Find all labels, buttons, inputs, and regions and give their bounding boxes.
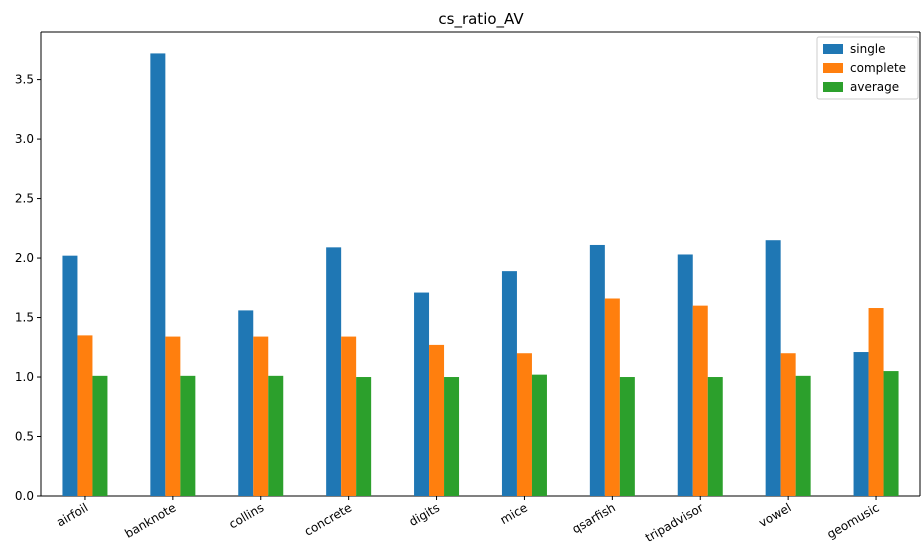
y-tick-label: 3.5 [15, 73, 34, 87]
y-tick-label: 1.5 [15, 311, 34, 325]
bar-complete-digits [429, 344, 445, 496]
y-tick-label: 2.5 [15, 192, 34, 206]
bar-average-geomusic [883, 371, 899, 496]
bar-average-vowel [795, 375, 811, 496]
y-tick-label: 0.5 [15, 430, 34, 444]
legend-swatch-complete [823, 63, 843, 73]
legend-swatch-average [823, 82, 843, 92]
bar-complete-banknote [165, 336, 181, 496]
x-tick-label: qsarfish [570, 500, 618, 536]
bar-complete-tripadvisor [692, 305, 708, 496]
bar-single-concrete [326, 247, 342, 496]
y-tick-label: 2.0 [15, 251, 34, 265]
x-axis: airfoil banknote collins concrete digits mice… [54, 496, 882, 545]
y-tick-label: 3.0 [15, 132, 34, 146]
bar-single-banknote [150, 53, 166, 497]
bar-single-vowel [765, 240, 781, 496]
bar-complete-collins [253, 336, 269, 496]
bar-average-concrete [356, 377, 372, 496]
x-tick-label: geomusic [824, 500, 881, 541]
bar-single-digits [414, 292, 430, 496]
x-tick-label: collins [227, 500, 267, 531]
bars-group [62, 53, 899, 497]
legend-swatch-single [823, 44, 843, 54]
bar-average-mice [531, 374, 547, 496]
bar-average-collins [268, 375, 284, 496]
legend-label-single: single [850, 42, 886, 56]
bar-single-mice [501, 271, 517, 496]
bar-average-qsarfish [619, 377, 635, 496]
y-tick-label: 0.0 [15, 489, 34, 503]
legend-label-average: average [850, 80, 899, 94]
chart-title: cs_ratio_AV [438, 10, 524, 29]
bar-single-geomusic [853, 352, 869, 496]
bar-complete-vowel [780, 353, 796, 496]
bar-single-tripadvisor [677, 254, 693, 496]
x-tick-label: mice [498, 500, 530, 527]
x-tick-label: banknote [122, 500, 178, 540]
bar-average-banknote [180, 375, 196, 496]
bar-complete-concrete [341, 336, 357, 496]
bar-complete-mice [516, 353, 532, 496]
y-tick-label: 1.0 [15, 370, 34, 384]
legend: single complete average [816, 36, 919, 100]
x-tick-label: tripadvisor [643, 500, 706, 544]
x-tick-label: airfoil [54, 500, 90, 529]
bar-average-airfoil [92, 375, 108, 496]
y-axis: 0.0 0.5 1.0 1.5 2.0 2.5 3.0 3.5 [15, 73, 41, 503]
legend-label-complete: complete [850, 61, 906, 75]
bar-complete-qsarfish [604, 298, 620, 496]
x-tick-label: digits [407, 500, 442, 529]
bar-average-digits [444, 377, 460, 496]
bar-complete-geomusic [868, 308, 884, 496]
bar-single-qsarfish [589, 244, 605, 496]
bar-single-collins [238, 310, 254, 496]
bar-complete-airfoil [77, 335, 93, 496]
x-tick-label: vowel [756, 500, 793, 530]
bar-average-tripadvisor [707, 377, 723, 496]
x-tick-label: concrete [302, 500, 354, 538]
bar-single-airfoil [62, 255, 78, 496]
